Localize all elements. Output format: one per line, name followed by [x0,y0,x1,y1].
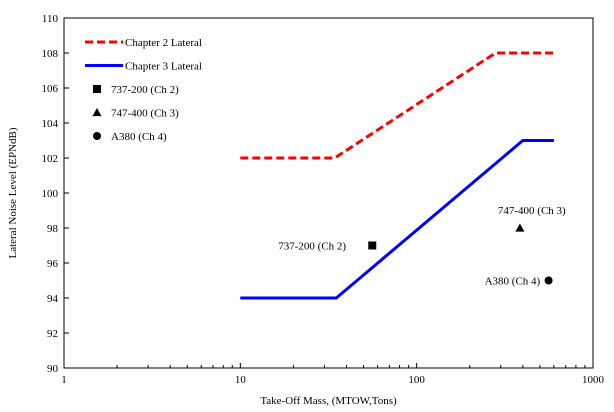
legend-marker [93,85,101,93]
y-tick-label: 98 [47,223,59,235]
y-tick-label: 100 [42,188,59,200]
series-line-1 [240,51,554,160]
legend-label: Chapter 2 Lateral [125,37,202,49]
y-tick-label: 104 [42,118,59,130]
x-axis-title: Take-Off Mass, (MTOW,Tons) [260,395,397,407]
y-tick-label: 106 [42,83,59,95]
x-tick-label: 1000 [582,374,605,386]
point-annotation: A380 (Ch 4) [485,276,541,288]
y-tick-label: 96 [47,258,59,270]
legend: Chapter 2 Lateral Chapter 3 Lateral 737-20… [85,37,202,143]
annotations: 737-200 (Ch 2) 747-400 (Ch 3) A380 (Ch 4) [278,205,566,288]
y-tick-label: 102 [42,153,59,165]
legend-label: 737-200 (Ch 2) [111,84,179,96]
legend-marker [93,132,101,140]
series-line-2 [240,139,554,300]
data-point-square [368,241,377,250]
x-tick-label: 100 [408,374,425,386]
y-tick-label: 108 [42,48,59,60]
data-point-circle [544,276,553,285]
x-tick-label: 10 [235,374,247,386]
legend-label: A380 (Ch 4) [111,131,167,143]
point-annotation: 747-400 (Ch 3) [498,205,566,217]
legend-label: 747-400 (Ch 3) [111,108,179,120]
x-tick-label: 1 [61,374,67,386]
data-point-triangle [515,223,525,232]
legend-label: Chapter 3 Lateral [125,61,202,73]
y-tick-label: 90 [47,363,59,375]
y-axis-title: Lateral Noise Level (EPNdB) [7,127,19,258]
point-annotation: 737-200 (Ch 2) [278,241,346,253]
legend-marker [92,108,102,117]
y-tick-label: 94 [47,293,59,305]
y-tick-label: 92 [47,328,58,340]
y-tick-label: 110 [42,13,59,25]
